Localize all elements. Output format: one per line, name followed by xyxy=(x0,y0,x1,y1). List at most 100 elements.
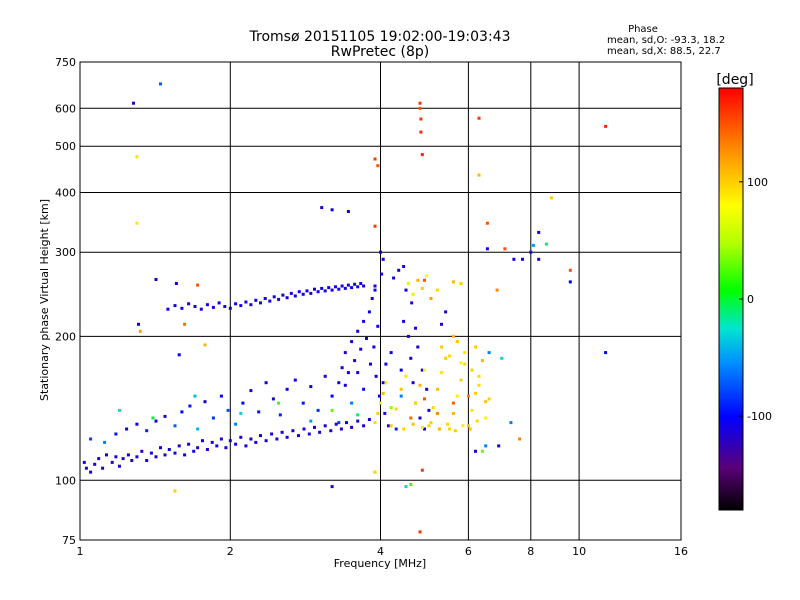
data-point xyxy=(183,453,187,457)
data-point xyxy=(373,288,377,292)
data-point xyxy=(444,310,448,314)
data-point xyxy=(192,449,196,453)
data-point xyxy=(254,298,258,302)
data-point xyxy=(399,368,403,372)
data-point xyxy=(604,124,608,128)
data-point xyxy=(392,276,396,280)
data-point xyxy=(568,280,572,284)
data-point xyxy=(451,280,455,284)
data-point xyxy=(228,439,232,443)
data-point xyxy=(346,283,350,287)
data-point xyxy=(455,340,459,344)
data-point xyxy=(503,247,507,251)
data-point xyxy=(384,381,388,385)
y-tick-label: 750 xyxy=(55,56,76,69)
data-point xyxy=(429,421,433,425)
data-point xyxy=(384,362,388,366)
data-point xyxy=(138,329,142,333)
data-point xyxy=(402,427,406,431)
data-point xyxy=(180,410,184,414)
data-point xyxy=(126,453,130,457)
data-point xyxy=(89,470,93,474)
data-point xyxy=(475,419,479,423)
data-point xyxy=(226,408,230,412)
data-point xyxy=(420,153,424,157)
data-points xyxy=(82,82,608,534)
data-point xyxy=(435,387,439,391)
data-point xyxy=(477,374,481,378)
data-point xyxy=(337,381,341,385)
data-point xyxy=(435,411,439,415)
data-point xyxy=(409,416,413,420)
colorbar-tick-label: 0 xyxy=(747,293,754,306)
data-point xyxy=(173,489,177,493)
data-point xyxy=(359,347,363,351)
data-point xyxy=(459,282,463,285)
data-point xyxy=(374,374,378,378)
data-point xyxy=(309,419,313,423)
data-point xyxy=(383,411,387,415)
data-point xyxy=(394,407,398,411)
data-point xyxy=(377,394,381,398)
data-point xyxy=(343,383,347,387)
stats-heading: Phase xyxy=(628,24,658,35)
data-point xyxy=(330,288,334,292)
data-point xyxy=(429,297,433,300)
data-point xyxy=(373,157,377,161)
y-axis-label: Stationary phase Virtual Height [km] xyxy=(38,199,51,401)
data-point xyxy=(101,466,105,470)
data-point xyxy=(97,457,101,461)
colorbar-ticks: 100 0 -100 xyxy=(739,176,772,423)
data-point xyxy=(379,401,382,405)
data-point xyxy=(110,460,114,464)
data-point xyxy=(346,371,350,375)
data-point xyxy=(466,424,470,428)
chart-subtitle: RwPretec (8p) xyxy=(331,44,429,60)
data-point xyxy=(389,351,393,355)
data-point xyxy=(270,432,274,436)
data-point xyxy=(201,439,204,443)
data-point xyxy=(263,297,267,300)
data-point xyxy=(549,196,553,200)
data-point xyxy=(437,427,441,431)
colorbar: [deg] 100 0 -100 xyxy=(716,72,772,511)
data-point xyxy=(409,483,413,486)
data-point xyxy=(448,354,451,358)
data-point xyxy=(419,117,423,121)
data-point xyxy=(453,429,457,433)
data-point xyxy=(427,408,431,412)
data-point xyxy=(399,387,403,391)
data-point xyxy=(468,427,472,431)
data-point xyxy=(228,306,232,310)
data-point xyxy=(205,303,209,307)
data-point xyxy=(356,329,360,333)
data-point xyxy=(451,334,455,338)
data-point xyxy=(173,451,177,455)
data-point xyxy=(219,437,223,441)
data-point xyxy=(440,371,443,375)
data-point xyxy=(420,368,424,372)
data-point xyxy=(135,221,139,225)
data-point xyxy=(350,425,354,429)
data-point xyxy=(350,401,354,405)
data-point xyxy=(339,427,343,431)
data-point xyxy=(330,208,334,212)
data-point xyxy=(293,294,297,298)
data-point xyxy=(285,435,289,439)
data-point xyxy=(435,288,439,292)
data-point xyxy=(285,296,289,300)
data-point xyxy=(277,401,281,405)
data-point xyxy=(103,440,107,444)
data-point xyxy=(173,424,177,428)
data-point xyxy=(307,432,311,436)
data-point xyxy=(234,302,238,306)
data-point xyxy=(350,340,354,344)
data-point xyxy=(309,385,313,389)
data-point xyxy=(440,322,443,326)
data-point xyxy=(320,286,324,290)
data-point xyxy=(367,418,371,421)
data-point xyxy=(474,449,477,453)
data-point xyxy=(293,378,297,382)
data-point xyxy=(397,268,401,272)
y-tick-label: 600 xyxy=(55,102,76,115)
